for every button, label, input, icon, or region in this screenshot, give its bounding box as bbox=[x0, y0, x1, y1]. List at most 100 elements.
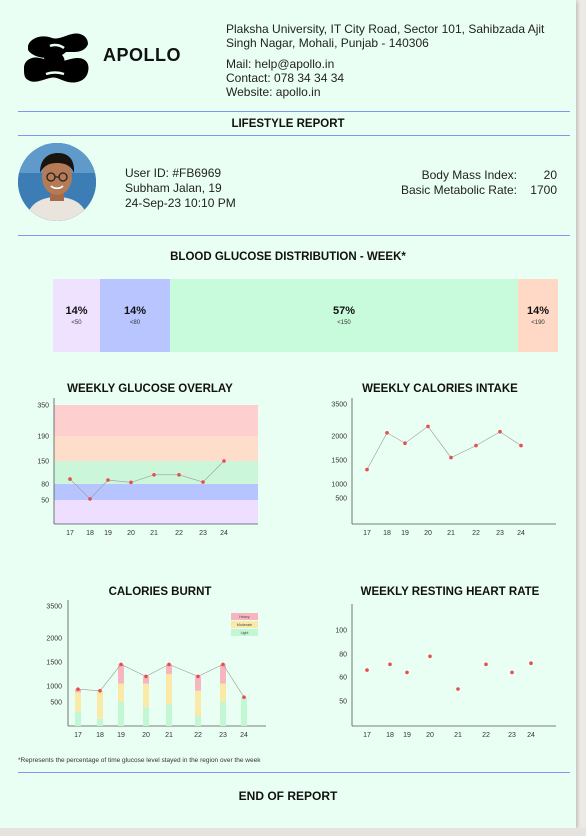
burnt-bar-segment bbox=[97, 718, 103, 726]
burnt-bar-segment bbox=[195, 716, 201, 726]
brand-name: APOLLO bbox=[103, 45, 181, 65]
y-tick-label: 500 bbox=[50, 700, 62, 707]
heart-rate-point bbox=[456, 687, 460, 691]
distribution-segment: 14% <50 bbox=[53, 279, 100, 352]
bmr-value: 1700 bbox=[530, 183, 557, 197]
divider bbox=[18, 111, 570, 112]
chart-title-burnt: CALORIES BURNT bbox=[108, 586, 212, 598]
glucose-distribution-bar: 14% <50 14% <80 57% <150 14% <190 bbox=[53, 279, 558, 352]
burnt-bar-segment bbox=[118, 664, 124, 684]
chart-title-glucose: WEEKLY GLUCOSE OVERLAY bbox=[67, 383, 233, 395]
chart-title-heart: WEEKLY RESTING HEART RATE bbox=[360, 586, 540, 598]
x-tick-label: 22 bbox=[194, 732, 202, 739]
legend-label: Light bbox=[241, 631, 249, 635]
intake-point bbox=[403, 441, 407, 445]
distribution-segment: 14% <80 bbox=[100, 279, 170, 352]
y-tick-label: 1500 bbox=[46, 660, 62, 667]
x-tick-label: 21 bbox=[165, 732, 173, 739]
page-edge bbox=[0, 828, 586, 836]
report-title: LIFESTYLE REPORT bbox=[231, 118, 345, 130]
intake-line bbox=[366, 425, 522, 470]
x-tick-label: 17 bbox=[74, 732, 82, 739]
heart-rate-point bbox=[405, 670, 409, 675]
y-tick-label: 80 bbox=[339, 652, 347, 659]
x-tick-label: 18 bbox=[386, 732, 394, 739]
burnt-total-line bbox=[77, 664, 245, 698]
burnt-total-point bbox=[119, 662, 123, 667]
y-tick-label: 100 bbox=[335, 628, 347, 635]
user-id: User ID: #FB6969 bbox=[125, 166, 222, 180]
burnt-bar-segment bbox=[143, 683, 149, 707]
glucose-line bbox=[69, 460, 225, 500]
x-tick-label: 17 bbox=[66, 530, 74, 537]
distribution-segment: 14% <190 bbox=[518, 279, 558, 352]
x-tick-label: 21 bbox=[150, 530, 158, 537]
footnote: *Represents the percentage of time gluco… bbox=[18, 757, 261, 764]
heart-rate-point bbox=[529, 661, 533, 665]
x-tick-label: 21 bbox=[447, 530, 455, 537]
x-tick-label: 21 bbox=[454, 732, 462, 739]
intake-point bbox=[449, 455, 453, 460]
glucose-band bbox=[54, 405, 258, 436]
x-tick-label: 19 bbox=[104, 530, 112, 537]
heart-rate-point bbox=[428, 654, 432, 659]
user-avatar bbox=[18, 143, 96, 221]
end-of-report: END OF REPORT bbox=[238, 789, 338, 803]
chart-title-intake: WEEKLY CALORIES INTAKE bbox=[362, 383, 518, 395]
burnt-bar-segment bbox=[166, 664, 172, 674]
burnt-bar-segment bbox=[97, 690, 103, 719]
intake-point bbox=[474, 443, 478, 448]
x-tick-label: 23 bbox=[219, 732, 227, 739]
legend-label: Moderate bbox=[237, 623, 252, 627]
legend-swatch bbox=[231, 621, 258, 628]
segment-percent: 14% bbox=[526, 305, 550, 317]
x-tick-label: 17 bbox=[363, 530, 371, 537]
divider bbox=[18, 135, 570, 136]
burnt-total-point bbox=[242, 695, 246, 699]
y-tick-label: 60 bbox=[339, 675, 347, 682]
x-tick-label: 24 bbox=[527, 732, 535, 739]
apollo-logo bbox=[24, 33, 89, 83]
y-tick-label: 50 bbox=[339, 699, 347, 706]
burnt-bar-segment bbox=[75, 692, 81, 712]
x-tick-label: 22 bbox=[472, 530, 480, 537]
x-tick-label: 19 bbox=[401, 530, 409, 537]
glucose-point bbox=[68, 477, 72, 481]
burnt-bar-segment bbox=[241, 697, 247, 726]
bmi-value: 20 bbox=[543, 168, 557, 182]
glucose-point bbox=[129, 480, 133, 485]
address: Plaksha University, IT City Road, Sector… bbox=[226, 22, 545, 50]
y-tick-label: 50 bbox=[41, 498, 49, 505]
divider bbox=[18, 772, 570, 773]
x-tick-label: 22 bbox=[482, 732, 490, 739]
report-datetime: 24-Sep-23 10:10 PM bbox=[125, 196, 236, 210]
glucose-point bbox=[106, 478, 110, 482]
x-tick-label: 19 bbox=[117, 732, 125, 739]
y-tick-label: 1000 bbox=[46, 684, 62, 691]
user-name-age: Subham Jalan, 19 bbox=[125, 181, 222, 195]
x-tick-label: 20 bbox=[142, 732, 150, 739]
x-tick-label: 18 bbox=[383, 530, 391, 537]
heart-rate-point bbox=[510, 670, 514, 675]
burnt-total-point bbox=[98, 689, 102, 693]
contact-mail: Mail: help@apollo.in bbox=[226, 57, 335, 71]
burnt-bar-segment bbox=[220, 683, 226, 702]
burnt-bar-segment bbox=[166, 704, 172, 726]
y-tick-label: 1000 bbox=[331, 482, 347, 489]
segment-range: <190 bbox=[531, 320, 545, 326]
intake-point bbox=[498, 429, 502, 434]
burnt-bar-segment bbox=[143, 676, 149, 684]
x-tick-label: 20 bbox=[127, 530, 135, 537]
burnt-bar-segment bbox=[220, 702, 226, 726]
calories-intake-chart: 3500 2000 1500 1000 500 17 18 19 20 21 22 23 24 bbox=[331, 398, 556, 537]
segment-range: <50 bbox=[71, 320, 82, 326]
y-tick-label: 3500 bbox=[46, 604, 62, 611]
x-tick-label: 17 bbox=[363, 732, 371, 739]
intake-point bbox=[426, 424, 430, 429]
x-tick-label: 23 bbox=[508, 732, 516, 739]
segment-percent: 14% bbox=[65, 305, 88, 317]
burnt-bar-segment bbox=[195, 676, 201, 691]
burnt-total-point bbox=[144, 674, 148, 679]
glucose-point bbox=[88, 497, 92, 501]
distribution-segment: 57% <150 bbox=[170, 279, 518, 352]
